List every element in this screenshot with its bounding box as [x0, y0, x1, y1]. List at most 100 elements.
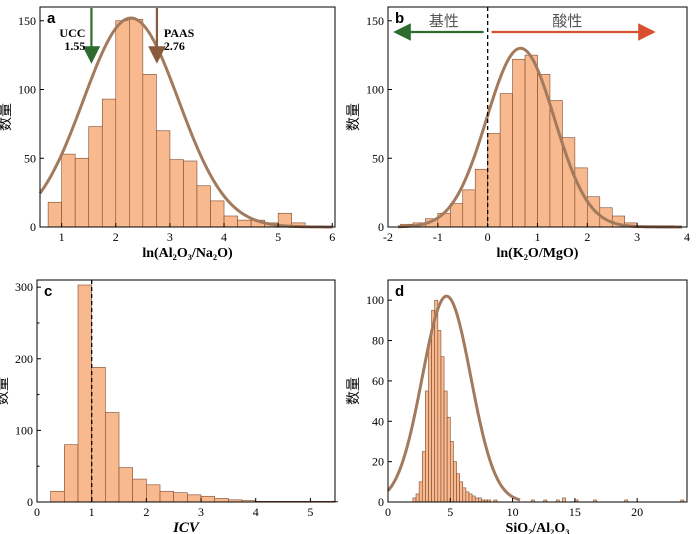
x-tick-label: -2: [383, 230, 393, 244]
histogram-bar: [449, 441, 454, 503]
histogram-bar: [91, 367, 106, 503]
axes-frame: [387, 279, 688, 503]
panel-letter: a: [47, 10, 56, 27]
x-tick-label: 5: [447, 505, 453, 519]
x-axis-label: SiO₂/Al₂O₃: [506, 521, 570, 534]
histogram-bar: [456, 473, 460, 503]
histogram-bar: [459, 481, 464, 503]
histogram-bar: [50, 490, 65, 503]
histogram-bar: [159, 490, 174, 503]
y-axis-label: 数量: [346, 103, 362, 131]
histogram-bar: [425, 390, 429, 503]
x-tick-label: 6: [329, 230, 335, 244]
y-tick-label: 60: [372, 374, 384, 388]
y-tick-label: 0: [30, 220, 36, 234]
x-tick-label: 5: [275, 230, 281, 244]
histogram-bar: [183, 160, 198, 228]
reference-label: UCC: [59, 26, 85, 40]
x-axis-label: ICV: [172, 520, 201, 534]
histogram-bar: [437, 330, 442, 503]
histogram-bar: [478, 497, 482, 503]
histogram-bar: [462, 487, 467, 503]
histogram-bar: [196, 185, 211, 228]
histogram-bar: [474, 168, 488, 228]
histogram-bar: [428, 340, 432, 503]
normal-fit-curve: [397, 46, 683, 229]
acidic-region-label: 酸性: [552, 12, 582, 30]
y-tick-label: 150: [18, 14, 36, 28]
y-tick-label: 0: [378, 495, 384, 509]
panel-letter: b: [395, 10, 404, 27]
y-axis-label: 数量: [0, 377, 11, 405]
x-tick-label: 2: [113, 230, 119, 244]
histogram-bar: [465, 491, 470, 503]
normal-fit-curve: [38, 16, 333, 229]
histogram-bar: [487, 133, 501, 228]
x-tick-label: 20: [631, 505, 643, 519]
y-tick-label: 0: [27, 495, 33, 509]
x-tick-label: 3: [198, 505, 204, 519]
y-tick-label: 300: [15, 280, 33, 294]
reference-label: PAAS: [164, 26, 195, 40]
y-axis-label: 数量: [0, 103, 14, 131]
y-tick-label: 100: [366, 293, 384, 307]
histogram-bar: [173, 492, 188, 503]
x-tick-label: 15: [569, 505, 581, 519]
histogram-bar: [105, 412, 120, 503]
y-tick-label: 80: [372, 334, 384, 348]
histogram-bar: [47, 201, 62, 228]
histogram-bar: [443, 390, 448, 503]
histogram-bar: [64, 444, 79, 503]
histogram-bar: [142, 74, 157, 228]
x-tick-label: 0: [34, 505, 40, 519]
histogram-bar: [118, 467, 133, 503]
histogram-bar: [156, 130, 171, 228]
x-tick-label: 4: [253, 505, 259, 519]
y-tick-label: 20: [372, 455, 384, 469]
histogram-bar: [88, 126, 103, 228]
panel-letter: c: [44, 283, 52, 300]
axes-frame: [39, 6, 336, 228]
histogram-bar: [74, 157, 90, 228]
histogram-bar: [524, 54, 538, 228]
histogram-bar: [210, 200, 225, 228]
histogram-bar: [101, 98, 117, 228]
y-tick-label: 100: [15, 423, 33, 437]
histogram-bar: [200, 495, 216, 503]
x-tick-label: 4: [684, 230, 690, 244]
histogram-bar: [434, 299, 439, 503]
histogram-bar: [449, 203, 464, 228]
histogram-bar: [453, 461, 457, 503]
y-axis-label: 数量: [346, 377, 362, 405]
x-tick-label: 1: [535, 230, 541, 244]
histogram-bar: [415, 493, 420, 503]
x-tick-label: 2: [143, 505, 149, 519]
histogram-bar: [237, 219, 252, 228]
histogram-bar: [562, 497, 566, 503]
histogram-bar: [169, 159, 184, 228]
reference-value: 1.55: [64, 39, 85, 53]
histogram-bar: [146, 484, 161, 503]
panel-b: -2 -1 0 1 2 3 4 0 50 100 150 b 数量 ln(K₂O/MgO) 基性 酸性: [346, 6, 690, 261]
histogram-bar: [471, 495, 476, 503]
x-tick-label: 2: [584, 230, 590, 244]
x-tick-label: 5: [307, 505, 313, 519]
normal-fit-curve: [386, 294, 521, 502]
histogram-bar: [446, 416, 451, 503]
y-tick-label: 0: [378, 220, 384, 234]
axes-frame: [36, 279, 336, 503]
x-tick-label: 3: [167, 230, 173, 244]
x-tick-label: 1: [89, 505, 95, 519]
histogram-bar: [474, 497, 479, 503]
y-tick-label: 200: [15, 352, 33, 366]
reference-value: 2.76: [164, 39, 185, 53]
panel-letter: d: [395, 283, 404, 300]
x-tick-label: 3: [634, 230, 640, 244]
panel-d: 0 5 10 15 20 0 20 40 60 80 100 d 数量 SiO₂/Al₂O₃: [346, 279, 688, 534]
y-tick-label: 100: [366, 83, 384, 97]
x-tick-label: 10: [507, 505, 519, 519]
histogram-bar: [412, 497, 417, 503]
y-tick-label: 100: [18, 83, 36, 97]
y-tick-label: 150: [366, 14, 384, 28]
x-axis-label: ln(Al₂O₃/Na₂O): [142, 246, 233, 261]
